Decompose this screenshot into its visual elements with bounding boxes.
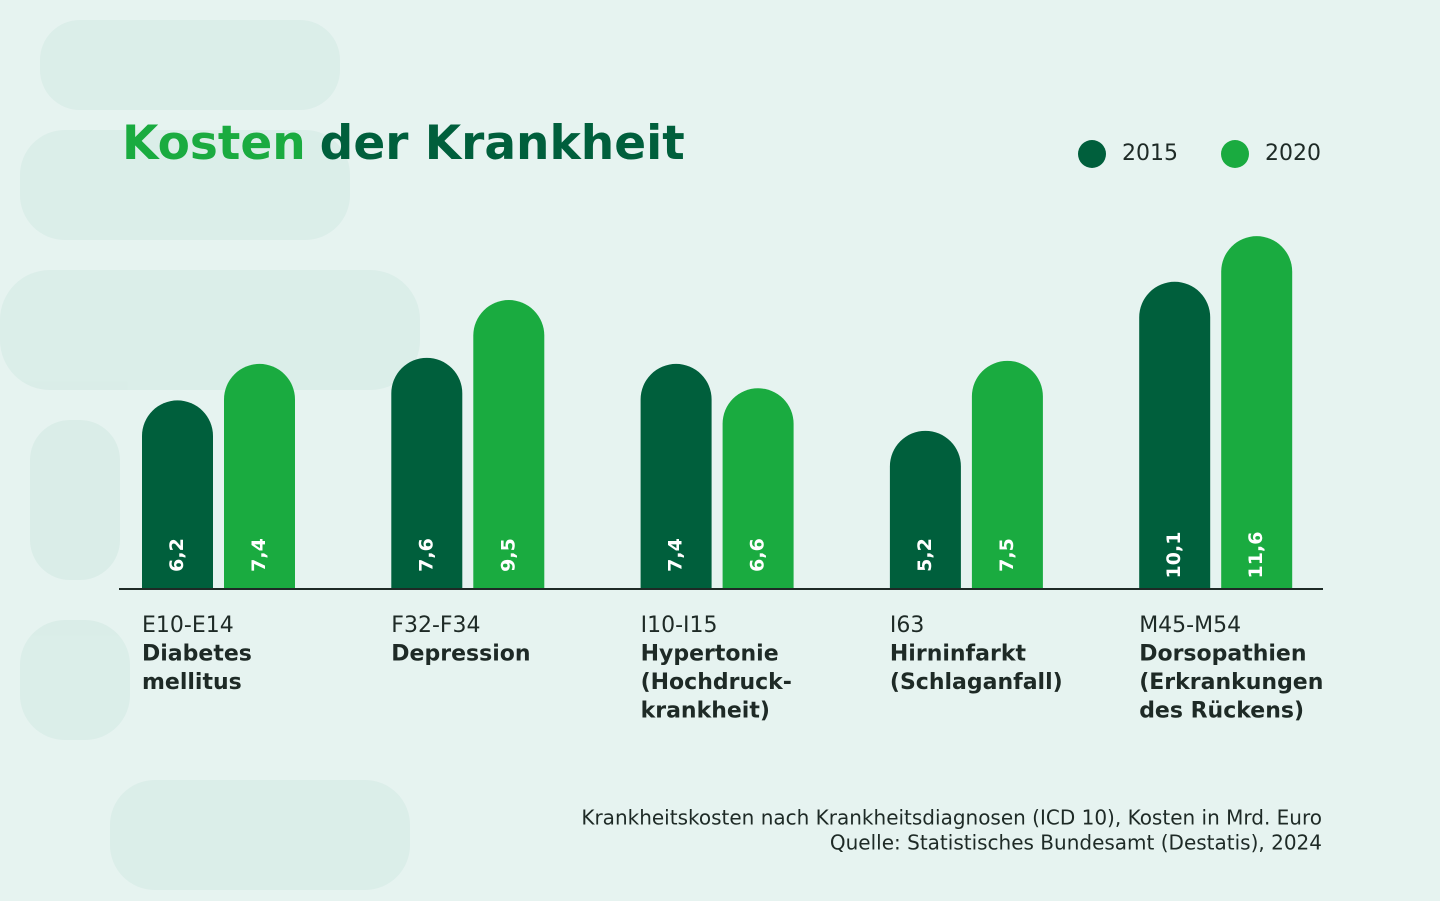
- category-name: (Hochdruck-: [641, 670, 792, 695]
- bar: [473, 300, 545, 589]
- category-code: E10-E14: [142, 613, 234, 638]
- category-name: Hirninfarkt: [890, 642, 1027, 667]
- category-name: mellitus: [142, 670, 242, 695]
- legend-marker: [1078, 140, 1106, 168]
- value-label: 6,6: [747, 538, 769, 572]
- category-name: des Rückens): [1139, 699, 1304, 724]
- category-name: krankheit): [641, 699, 770, 724]
- value-label: 10,1: [1163, 532, 1185, 579]
- value-label: 7,5: [996, 538, 1018, 572]
- category-code: F32-F34: [391, 613, 480, 638]
- bar: [1139, 281, 1211, 589]
- bar: [1221, 236, 1293, 589]
- bar: [391, 357, 463, 589]
- value-label: 7,6: [415, 538, 437, 572]
- category-code: I10-I15: [641, 613, 718, 638]
- value-label: 11,6: [1245, 532, 1267, 579]
- legend-label: 2020: [1265, 141, 1321, 166]
- bar: [889, 430, 961, 589]
- value-label: 7,4: [665, 538, 687, 572]
- legend-label: 2015: [1122, 141, 1178, 166]
- bar: [971, 360, 1043, 589]
- category-name: (Schlaganfall): [890, 670, 1063, 695]
- bar: [722, 388, 794, 589]
- category-name: Depression: [391, 642, 530, 667]
- bar: [224, 363, 295, 589]
- note: Krankheitskosten nach Krankheitsdiagnose…: [581, 806, 1322, 830]
- category-name: Diabetes: [142, 642, 252, 667]
- value-label: 9,5: [497, 538, 519, 572]
- decoration: [0, 20, 420, 890]
- bar: [142, 400, 213, 589]
- chart-title: Kosten der Krankheit: [122, 116, 685, 171]
- category-name: Hypertonie: [641, 642, 779, 667]
- category-code: M45-M54: [1139, 613, 1241, 638]
- title-part: Kosten: [122, 116, 306, 171]
- bar: [640, 363, 712, 589]
- category-name: Dorsopathien: [1139, 642, 1306, 667]
- source: Quelle: Statistisches Bundesamt (Destati…: [830, 831, 1322, 855]
- value-label: 7,4: [248, 538, 270, 572]
- category-name: (Erkrankungen: [1139, 670, 1323, 695]
- value-label: 5,2: [914, 538, 936, 572]
- title-part: der Krankheit: [320, 116, 685, 171]
- legend-marker: [1221, 140, 1249, 168]
- value-label: 6,2: [166, 538, 188, 572]
- category-code: I63: [890, 613, 924, 638]
